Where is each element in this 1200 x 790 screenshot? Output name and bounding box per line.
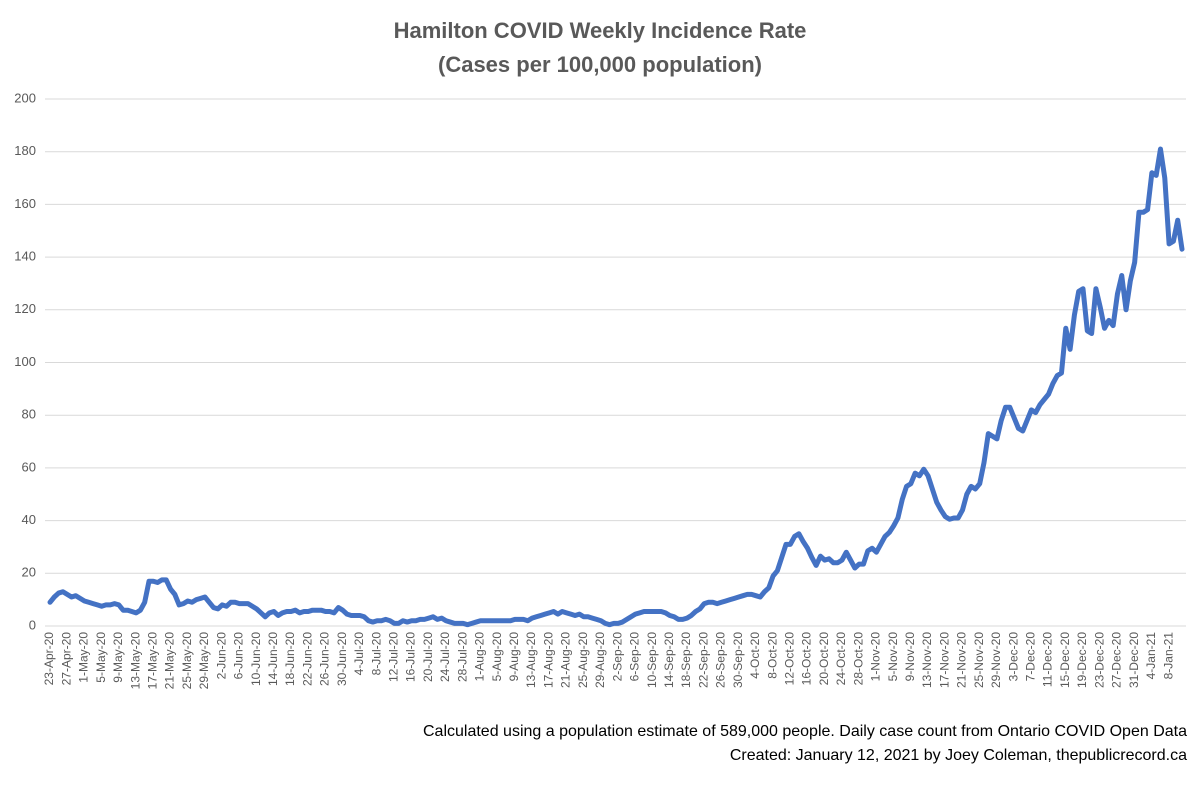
x-tick-label: 20-Jul-20: [421, 632, 435, 682]
x-tick-label: 5-Nov-20: [886, 632, 900, 682]
x-tick-label: 14-Sep-20: [662, 632, 676, 688]
x-tick-label: 29-Nov-20: [989, 632, 1003, 688]
x-tick-label: 23-Dec-20: [1092, 632, 1106, 688]
x-tick-label: 5-May-20: [94, 632, 108, 683]
x-tick-label: 27-Apr-20: [59, 632, 73, 686]
x-tick-label: 1-Aug-20: [473, 632, 487, 682]
x-tick-label: 13-May-20: [128, 632, 142, 690]
x-tick-label: 19-Dec-20: [1075, 632, 1089, 688]
x-tick-label: 28-Oct-20: [851, 632, 865, 686]
y-tick-label: 180: [14, 143, 36, 158]
y-tick-label: 160: [14, 196, 36, 211]
x-tick-label: 23-Apr-20: [42, 632, 56, 686]
x-tick-label: 8-Jan-21: [1161, 632, 1175, 680]
x-tick-label: 3-Dec-20: [1006, 632, 1020, 682]
x-tick-label: 28-Jul-20: [455, 632, 469, 682]
x-tick-label: 29-Aug-20: [593, 632, 607, 688]
y-tick-label: 40: [22, 512, 36, 527]
note: Calculated using a population estimate o…: [423, 723, 1187, 740]
x-tick-label: 21-Nov-20: [955, 632, 969, 688]
x-tick-label: 12-Jul-20: [387, 632, 401, 682]
x-tick-label: 6-Sep-20: [628, 632, 642, 682]
y-tick-label: 80: [22, 407, 36, 422]
x-tick-label: 9-Nov-20: [903, 632, 917, 682]
x-tick-label: 9-Aug-20: [507, 632, 521, 682]
x-tick-label: 22-Jun-20: [300, 632, 314, 686]
x-tick-label: 6-Jun-20: [232, 632, 246, 680]
x-tick-label: 17-Aug-20: [541, 632, 555, 688]
x-tick-label: 24-Oct-20: [834, 632, 848, 686]
x-tick-label: 4-Jan-21: [1144, 632, 1158, 680]
x-tick-label: 13-Nov-20: [920, 632, 934, 688]
x-tick-label: 1-May-20: [77, 632, 91, 683]
y-tick-label: 60: [22, 459, 36, 474]
x-tick-label: 21-Aug-20: [559, 632, 573, 688]
x-tick-label: 30-Jun-20: [335, 632, 349, 686]
x-tick-label: 8-Jul-20: [369, 632, 383, 676]
x-tick-label: 4-Oct-20: [748, 632, 762, 679]
x-tick-label: 10-Jun-20: [249, 632, 263, 686]
x-tick-label: 1-Nov-20: [869, 632, 883, 682]
y-tick-label: 0: [29, 617, 36, 632]
y-tick-label: 200: [14, 90, 36, 105]
x-tick-label: 29-May-20: [197, 632, 211, 690]
x-tick-label: 5-Aug-20: [490, 632, 504, 682]
chart-subtitle: (Cases per 100,000 population): [438, 52, 762, 77]
x-tick-label: 17-Nov-20: [937, 632, 951, 688]
x-tick-label: 16-Oct-20: [800, 632, 814, 686]
x-tick-label: 16-Jul-20: [404, 632, 418, 682]
x-tick-label: 31-Dec-20: [1127, 632, 1141, 688]
x-tick-label: 22-Sep-20: [696, 632, 710, 688]
x-tick-label: 10-Sep-20: [645, 632, 659, 688]
x-tick-label: 12-Oct-20: [782, 632, 796, 686]
x-tick-label: 14-Jun-20: [266, 632, 280, 686]
x-tick-label: 18-Sep-20: [679, 632, 693, 688]
x-tick-label: 27-Dec-20: [1110, 632, 1124, 688]
x-tick-label: 25-May-20: [180, 632, 194, 690]
x-tick-label: 9-May-20: [111, 632, 125, 683]
y-tick-label: 20: [22, 565, 36, 580]
x-tick-label: 21-May-20: [163, 632, 177, 690]
x-tick-label: 7-Dec-20: [1024, 632, 1038, 682]
x-tick-label: 24-Jul-20: [438, 632, 452, 682]
note: Created: January 12, 2021 by Joey Colema…: [730, 747, 1187, 764]
x-tick-label: 15-Dec-20: [1058, 632, 1072, 688]
x-tick-label: 26-Sep-20: [714, 632, 728, 688]
y-tick-label: 100: [14, 354, 36, 369]
x-tick-label: 26-Jun-20: [318, 632, 332, 686]
x-tick-label: 4-Jul-20: [352, 632, 366, 676]
x-tick-label: 13-Aug-20: [524, 632, 538, 688]
x-tick-label: 20-Oct-20: [817, 632, 831, 686]
x-tick-label: 30-Sep-20: [731, 632, 745, 688]
y-tick-label: 140: [14, 249, 36, 264]
x-tick-label: 25-Nov-20: [972, 632, 986, 688]
x-tick-label: 8-Oct-20: [765, 632, 779, 679]
x-tick-label: 18-Jun-20: [283, 632, 297, 686]
data-line: [47, 146, 1185, 628]
y-tick-label: 120: [14, 301, 36, 316]
chart-title: Hamilton COVID Weekly Incidence Rate: [394, 18, 807, 43]
x-tick-label: 2-Jun-20: [214, 632, 228, 680]
x-tick-label: 2-Sep-20: [610, 632, 624, 682]
x-tick-label: 17-May-20: [145, 632, 159, 690]
x-tick-label: 11-Dec-20: [1041, 632, 1055, 687]
x-tick-label: 25-Aug-20: [576, 632, 590, 688]
